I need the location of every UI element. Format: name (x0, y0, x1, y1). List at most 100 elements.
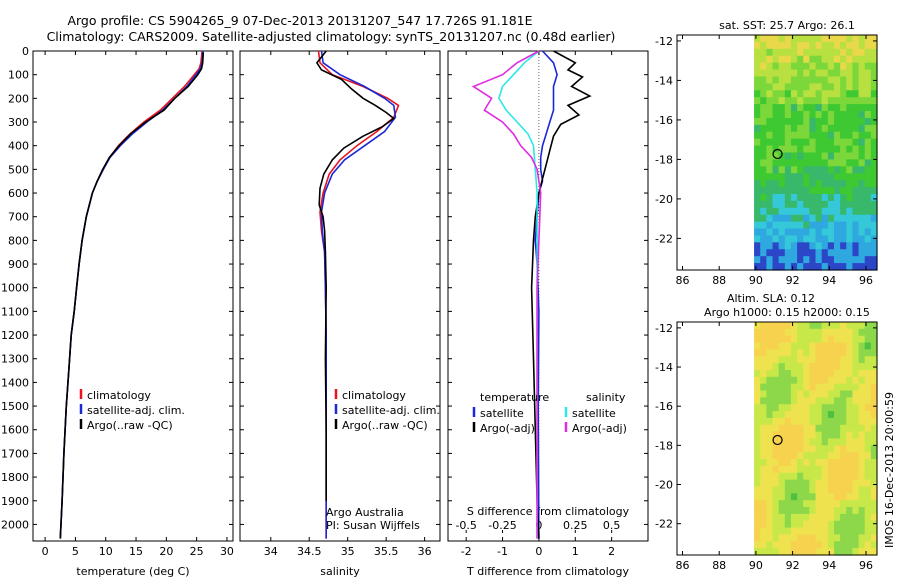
sla_map-cell (778, 527, 786, 536)
sla_map-cell (833, 369, 841, 378)
sst_map-cell (790, 145, 798, 154)
sla_map-cell (760, 363, 767, 371)
sla_map-cell (864, 383, 872, 392)
sst_map-cell (821, 152, 829, 161)
sla_map-cell (858, 548, 866, 556)
sla_map-cell (778, 383, 786, 392)
sst_map-cell (833, 173, 841, 181)
sla_map-cell (809, 438, 817, 446)
sst_map-cell (766, 263, 774, 271)
sst_map-frame (676, 34, 878, 271)
sst_map-cell (821, 187, 829, 195)
sst_map-cell (784, 138, 792, 147)
sla_map-cell (833, 507, 841, 515)
sst_map-cell (858, 131, 866, 140)
sla_map-cell (809, 472, 817, 481)
sla_map-cell (754, 493, 761, 501)
sst_map-cell (766, 159, 774, 167)
sst_map-cell (846, 180, 854, 188)
sla_map-cell (858, 390, 866, 398)
sla_map-cell (760, 520, 767, 529)
sla_map-cell (784, 452, 792, 460)
sst_map-cell (870, 145, 878, 154)
sst_map-cell (772, 62, 780, 71)
sst_map-cell (864, 111, 872, 119)
sst_map-cell (754, 55, 761, 64)
sst_map-cell (815, 214, 823, 223)
sla_map-cell (852, 500, 860, 508)
sla_map-xtick-label: 96 (859, 559, 873, 572)
sla_map-cell (760, 349, 767, 357)
sst_map-cell (840, 166, 847, 174)
sst_map-cell (790, 193, 798, 202)
sst_map-cell (864, 207, 872, 216)
sst_map-cell (858, 159, 866, 167)
sla_map-ytick-label: -22 (655, 518, 673, 531)
sla_map-cell (815, 431, 823, 440)
sla_map-cell (827, 452, 835, 460)
sla_map-cell (833, 479, 841, 488)
sla_map-cell (840, 459, 847, 467)
sla_map-cell (833, 335, 841, 344)
sst_map-cell (870, 124, 878, 133)
sla_map-cell (846, 363, 854, 371)
sla_map-cell (760, 328, 767, 337)
sst_map-cell (754, 228, 761, 237)
sla_map-cell (784, 335, 792, 344)
sla_map-cell (821, 507, 829, 515)
sst_map-cell (760, 159, 767, 167)
sst_map-cell (772, 193, 780, 202)
sst_map-cell (870, 200, 878, 209)
depth-tick-label: 1100 (1, 305, 29, 318)
figure-title-line2: Climatology: CARS2009. Satellite-adjuste… (47, 29, 616, 44)
sst_map-cell (840, 207, 847, 216)
sla_map-cell (797, 479, 804, 488)
sla_map-cell (809, 486, 817, 494)
sla_map-cell (778, 369, 786, 378)
sla_map-cell (858, 486, 866, 494)
sst_map-cell (827, 55, 835, 64)
sst_map-cell (754, 242, 761, 250)
sst_map-cell (766, 117, 774, 126)
sla_map-cell (803, 322, 810, 330)
sla_map-cell (846, 369, 854, 378)
salinity-note: Argo Australia (326, 506, 404, 519)
salinity-xtick-label: 35 (341, 545, 355, 558)
sla_map-cell (852, 376, 860, 385)
sla_map-cell (803, 438, 810, 446)
sla_map-cell (870, 328, 878, 337)
sla_map-cell (827, 486, 835, 494)
salinity-panel: 34 34.5 35 35.5 36 salinity climatology satelli… (239, 50, 441, 578)
sst_map-cell (790, 200, 798, 209)
sst_map-cell (760, 124, 767, 133)
sst_map-cell (870, 41, 878, 50)
sst_map-cell (864, 76, 872, 84)
sla_map-cell (852, 404, 860, 412)
sst_map-cell (864, 97, 872, 105)
sst_map-cell (870, 173, 878, 181)
float-position-marker (772, 148, 783, 160)
sst_map-cell (864, 117, 872, 126)
sla_map-cell (784, 383, 792, 392)
sla_map-cell (864, 527, 872, 536)
sla_map-cell (760, 397, 767, 405)
sst_map-cell (809, 55, 817, 64)
sst_map-cell (846, 249, 854, 257)
sla_map-cell (790, 472, 798, 481)
sst_map-cell (815, 69, 823, 78)
sst_map-cell (809, 193, 817, 202)
sst_map-cell (870, 221, 878, 230)
sst_map-cell (797, 35, 804, 43)
sla_map-cell (821, 424, 829, 433)
sst_map-cell (790, 48, 798, 57)
sst_map-cell (778, 214, 786, 223)
sst_map-cell (772, 83, 780, 91)
sla_map-cell (784, 493, 792, 501)
sst_map-cell (784, 83, 792, 91)
sla_map-cell (784, 390, 792, 398)
sst_map-cell (760, 200, 767, 209)
sst_map-cell (784, 207, 792, 216)
sla_map-cell (784, 520, 792, 529)
sla_map-cell (778, 417, 786, 426)
sla_map-cell (790, 527, 798, 536)
